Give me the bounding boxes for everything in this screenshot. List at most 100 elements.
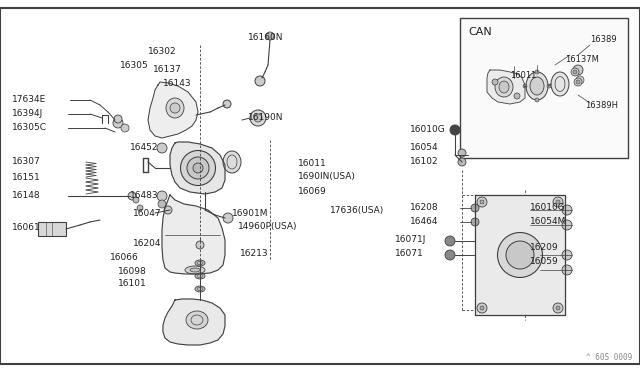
Polygon shape (148, 82, 198, 138)
Circle shape (523, 84, 527, 88)
Polygon shape (475, 195, 565, 315)
Text: 16137: 16137 (153, 65, 182, 74)
Text: 16305C: 16305C (12, 124, 47, 132)
Text: 16066: 16066 (110, 253, 139, 262)
Ellipse shape (190, 268, 200, 272)
Text: 16011: 16011 (510, 71, 536, 80)
Text: 16143: 16143 (163, 78, 191, 87)
Ellipse shape (180, 151, 216, 186)
Text: 16213: 16213 (240, 248, 269, 257)
Circle shape (562, 220, 572, 230)
Polygon shape (163, 299, 225, 345)
Bar (460, 18, 628, 158)
Circle shape (471, 218, 479, 226)
Circle shape (562, 250, 572, 260)
Circle shape (556, 306, 560, 310)
Text: 16901M: 16901M (232, 208, 269, 218)
Circle shape (477, 197, 487, 207)
Circle shape (128, 192, 136, 200)
Text: 16389: 16389 (590, 35, 616, 45)
Text: 16069: 16069 (298, 186, 327, 196)
Text: 14960P(USA): 14960P(USA) (238, 221, 298, 231)
Circle shape (562, 205, 572, 215)
Circle shape (254, 114, 262, 122)
Circle shape (158, 200, 166, 208)
Text: 16160N: 16160N (248, 33, 284, 42)
Circle shape (562, 265, 572, 275)
Ellipse shape (187, 157, 209, 179)
Circle shape (480, 306, 484, 310)
Bar (38, 222, 66, 236)
Ellipse shape (186, 311, 208, 329)
Ellipse shape (195, 260, 205, 266)
Text: 16208: 16208 (410, 203, 438, 212)
Circle shape (573, 70, 577, 74)
Circle shape (547, 84, 551, 88)
Circle shape (113, 118, 123, 128)
Circle shape (471, 204, 479, 212)
Text: 16102: 16102 (410, 157, 438, 166)
Circle shape (571, 68, 579, 76)
Circle shape (514, 93, 520, 99)
Ellipse shape (530, 77, 544, 95)
Circle shape (445, 236, 455, 246)
Text: 16204: 16204 (133, 238, 161, 247)
Circle shape (157, 191, 167, 201)
Circle shape (556, 200, 560, 204)
Text: 16071: 16071 (395, 248, 424, 257)
Circle shape (576, 76, 584, 84)
Text: 16148: 16148 (12, 192, 40, 201)
Circle shape (255, 76, 265, 86)
Text: 16071J: 16071J (395, 235, 426, 244)
Text: 16305: 16305 (120, 61, 148, 70)
Text: 16302: 16302 (148, 48, 177, 57)
Polygon shape (170, 142, 225, 194)
Circle shape (573, 65, 583, 75)
Text: 16151: 16151 (12, 173, 41, 183)
Ellipse shape (223, 151, 241, 173)
Text: ^ 60S 0009: ^ 60S 0009 (586, 353, 632, 362)
Ellipse shape (506, 241, 534, 269)
Ellipse shape (197, 261, 203, 265)
Ellipse shape (497, 232, 543, 278)
Ellipse shape (193, 163, 203, 173)
Text: CAN: CAN (468, 27, 492, 37)
Circle shape (535, 98, 539, 102)
Text: 16452: 16452 (130, 144, 159, 153)
Ellipse shape (195, 273, 205, 279)
Text: 16137M: 16137M (565, 55, 599, 64)
Circle shape (480, 200, 484, 204)
Circle shape (133, 197, 139, 203)
Circle shape (576, 80, 580, 84)
Circle shape (553, 197, 563, 207)
Circle shape (157, 143, 167, 153)
Text: 16059: 16059 (530, 257, 559, 266)
Circle shape (266, 32, 274, 40)
Ellipse shape (495, 77, 513, 97)
Text: 17636(USA): 17636(USA) (330, 205, 384, 215)
Text: 16483: 16483 (130, 192, 159, 201)
Circle shape (223, 100, 231, 108)
Circle shape (114, 115, 122, 123)
Polygon shape (162, 195, 225, 274)
Text: 16047: 16047 (133, 208, 162, 218)
Circle shape (492, 79, 498, 85)
Circle shape (450, 125, 460, 135)
Text: 16011: 16011 (298, 158, 327, 167)
Text: 16098: 16098 (118, 266, 147, 276)
Circle shape (458, 149, 466, 157)
Circle shape (121, 124, 129, 132)
Ellipse shape (551, 72, 569, 96)
Circle shape (458, 158, 466, 166)
Text: 16061: 16061 (12, 224, 41, 232)
Text: 16464: 16464 (410, 218, 438, 227)
Circle shape (170, 103, 180, 113)
Text: 17634E: 17634E (12, 96, 46, 105)
Ellipse shape (166, 98, 184, 118)
Text: 16307: 16307 (12, 157, 41, 167)
Text: 16101: 16101 (118, 279, 147, 288)
Text: 1690IN(USA): 1690IN(USA) (298, 173, 356, 182)
Circle shape (553, 303, 563, 313)
Circle shape (223, 213, 233, 223)
Ellipse shape (526, 72, 548, 100)
